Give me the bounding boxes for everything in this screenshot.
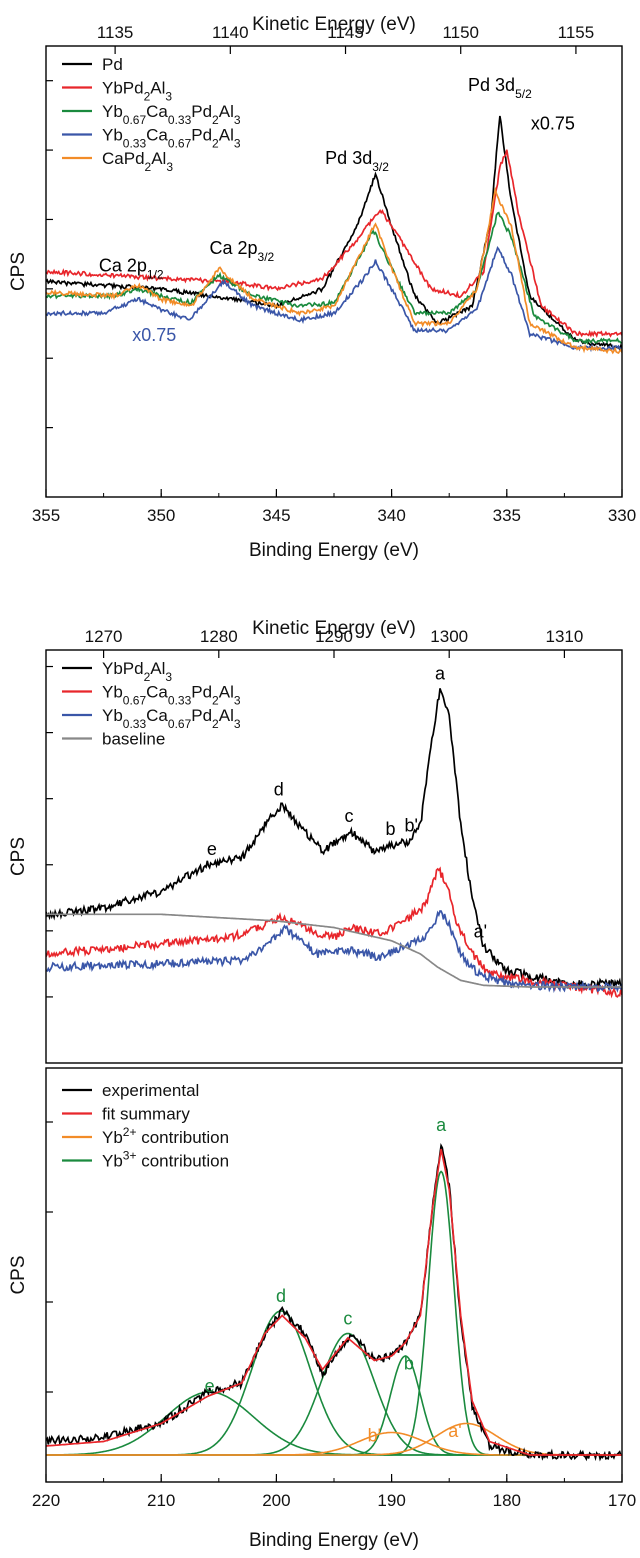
series-line-yb0-33ca0-67pd2al3 [46,910,622,994]
x-tick-label: 345 [262,506,290,525]
x-tick-label: 355 [32,506,60,525]
fit-component-a [46,1170,622,1456]
fit-component-c [46,1332,622,1456]
plot-frame [45,45,623,498]
plot-frame [45,649,623,1064]
series-line-yb0-67ca0-33pd2al3 [46,211,622,346]
peak-annotation: b' [368,1426,381,1446]
plot-frame [45,1067,623,1483]
x-axis-label: Binding Energy (eV) [249,1530,419,1551]
peak-annotation: Pd 3d3/2 [325,148,389,174]
peak-annotation: d [274,779,284,799]
chart-panel-1: 355 350 345 340 335 330 Binding Energy (eV) 113… [8,14,636,561]
peak-annotation: a [436,1115,447,1135]
x2-tick-label: 1310 [545,627,583,646]
peak-annotation: d [276,1286,286,1306]
series-line-yb0-33ca0-67pd2al3 [46,245,622,353]
x-tick-label: 350 [147,506,175,525]
y-axis-label: CPS [8,252,29,291]
peak-annotation: a' [474,921,487,941]
y-axis-label: CPS [8,1255,29,1294]
series-line-ybpd2al3 [46,149,622,339]
series-line-capd2al3 [46,186,622,355]
legend-label: CaPd2Al3 [102,149,173,174]
legend-label: Yb3+ contribution [102,1149,229,1171]
x-tick-label: 335 [493,506,521,525]
x2-axis-label: Kinetic Energy (eV) [252,14,416,35]
series-line-yb0-67ca0-33pd2al3 [46,866,622,999]
legend-label: baseline [102,730,165,749]
peak-annotation: a [435,664,446,684]
series-line-ybpd2al3 [46,688,622,991]
x2-tick-label: 1140 [212,23,249,42]
peak-annotation: c [344,806,353,826]
series-line-baseline [46,913,622,988]
peak-annotation: Ca 2p3/2 [209,238,274,264]
peak-annotation: x0.75 [132,325,176,345]
x2-tick-label: 1270 [85,627,123,646]
peak-annotation: Ca 2p1/2 [99,256,164,282]
peak-annotation: b' [404,816,417,836]
series-line-fit-summary [46,1148,622,1456]
x-axis-label: Binding Energy (eV) [249,540,419,561]
chart-panel-3: 220 210 200 190 180 170 Binding Energy (eV) CPS… [8,1067,636,1551]
x-tick-label: 180 [493,1491,521,1510]
x2-tick-label: 1155 [558,23,595,42]
peak-annotation: a' [448,1421,461,1441]
x2-tick-label: 1290 [315,627,353,646]
peak-annotation: x0.75 [531,113,575,133]
legend-label: YbPd2Al3 [102,659,172,684]
legend-label: Yb0.33Ca0.67Pd2Al3 [102,706,241,731]
legend-label: Yb0.67Ca0.33Pd2Al3 [102,102,241,127]
legend-label: Pd [102,55,123,74]
legend-label: experimental [102,1081,199,1100]
fit-component-d [46,1310,622,1456]
peak-annotation: c [343,1309,352,1329]
x2-tick-label: 1135 [97,23,134,42]
legend-label: Yb2+ contribution [102,1125,229,1147]
fit-component-aprime [46,1422,622,1456]
legend-label: Yb0.67Ca0.33Pd2Al3 [102,683,241,708]
legend-label: YbPd2Al3 [102,79,172,104]
y-axis-label: CPS [8,837,29,876]
peak-annotation: b [385,819,395,839]
x2-axis-label: Kinetic Energy (eV) [252,618,416,639]
x2-tick-label: 1145 [327,23,364,42]
chart-panel-2: 1270 1280 1290 1300 1310 Kinetic Energy (eV) C… [8,618,623,1064]
x-tick-label: 340 [377,506,405,525]
x2-tick-label: 1150 [442,23,479,42]
legend-label: Yb0.33Ca0.67Pd2Al3 [102,126,241,151]
x-tick-label: 330 [608,506,636,525]
fit-component-e [46,1391,622,1456]
peak-annotation: b [404,1354,414,1374]
x-tick-label: 210 [147,1491,175,1510]
x-tick-label: 200 [262,1491,290,1510]
x2-tick-label: 1280 [200,627,238,646]
legend-label: fit summary [102,1105,190,1124]
peak-annotation: e [205,1376,215,1396]
peak-annotation: Pd 3d5/2 [468,75,532,101]
x-tick-label: 170 [608,1491,636,1510]
series-line-experimental [46,1142,622,1462]
peak-annotation: e [207,839,217,859]
fit-component-b [46,1355,622,1456]
x2-tick-label: 1300 [430,627,468,646]
x-tick-label: 220 [32,1491,60,1510]
x-tick-label: 190 [377,1491,405,1510]
